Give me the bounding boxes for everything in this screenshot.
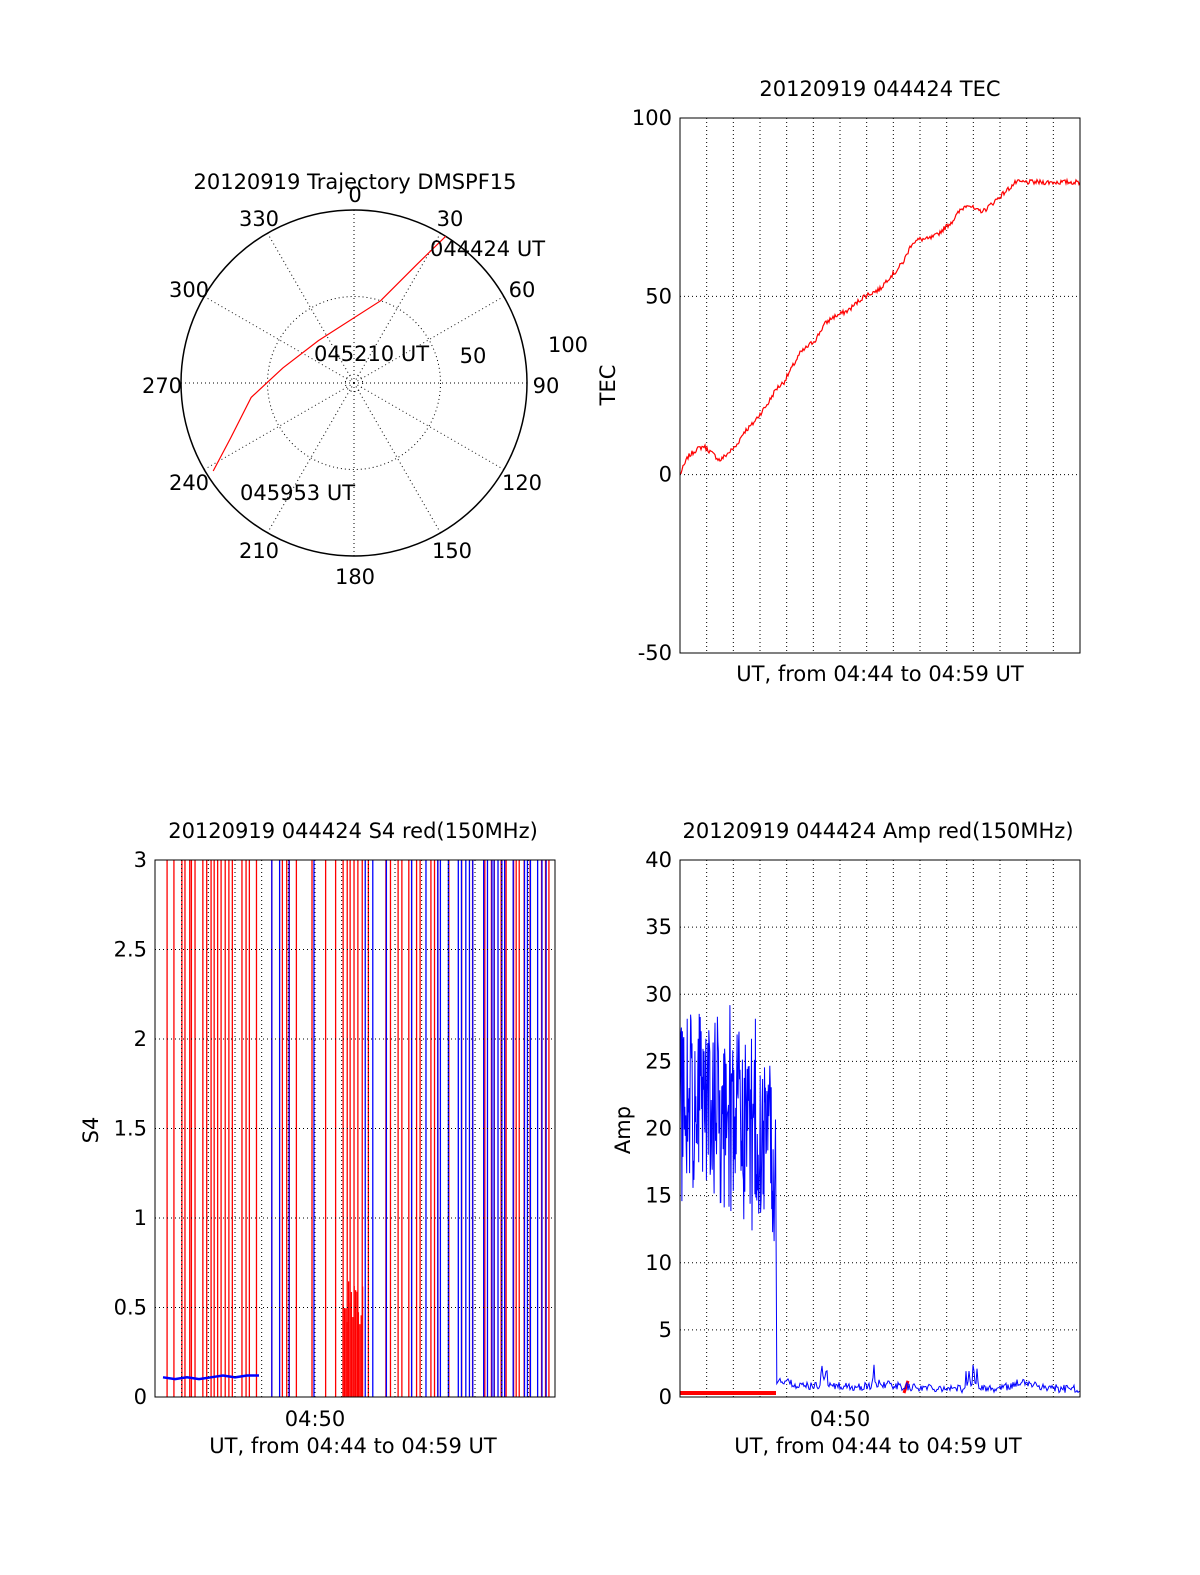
s4-ytick-label: 0.5 bbox=[114, 1296, 147, 1320]
polar-angle-label: 270 bbox=[142, 374, 182, 398]
amp-ytick-label: 35 bbox=[645, 915, 672, 939]
tec-title: 20120919 044424 TEC bbox=[759, 77, 1000, 101]
tec-xlabel: UT, from 04:44 to 04:59 UT bbox=[736, 662, 1024, 686]
amp-title: 20120919 044424 Amp red(150MHz) bbox=[682, 819, 1073, 843]
polar-angle-label: 0 bbox=[348, 183, 361, 207]
tec-ylabel: TEC bbox=[596, 365, 620, 407]
trajectory-time-label: 045210 UT bbox=[314, 342, 429, 366]
s4-blue-trace bbox=[162, 1374, 259, 1381]
amp-ytick-label: 15 bbox=[645, 1184, 672, 1208]
s4-panel: 20120919 044424 S4 red(150MHz) UT, from … bbox=[79, 819, 556, 1458]
s4-xtick-label: 04:50 bbox=[285, 1407, 346, 1431]
s4-ytick-label: 3 bbox=[134, 848, 147, 872]
amp-ytick-label: 20 bbox=[645, 1117, 672, 1141]
amp-plot-frame bbox=[679, 859, 1081, 1398]
amp-xtick-label: 04:50 bbox=[810, 1407, 871, 1431]
polar-title: 20120919 Trajectory DMSPF15 bbox=[193, 170, 516, 194]
amp-blue-line bbox=[679, 1005, 1081, 1395]
tec-series-line bbox=[679, 177, 1081, 475]
s4-ytick-label: 0 bbox=[134, 1385, 147, 1409]
polar-spoke bbox=[353, 296, 505, 384]
trajectory-time-label: 044424 UT bbox=[430, 237, 545, 261]
tec-panel: 20120919 044424 TEC UT, from 04:44 to 04… bbox=[596, 77, 1081, 686]
polar-angle-label: 210 bbox=[239, 539, 279, 563]
polar-angle-label: 180 bbox=[335, 565, 375, 589]
tec-ytick-label: 50 bbox=[645, 284, 672, 308]
polar-spoke bbox=[353, 232, 441, 384]
s4-xlabel: UT, from 04:44 to 04:59 UT bbox=[209, 1434, 497, 1458]
s4-ylabel: S4 bbox=[79, 1117, 103, 1144]
polar-ring-label: 100 bbox=[548, 333, 588, 357]
amp-panel: 20120919 044424 Amp red(150MHz) UT, from… bbox=[611, 819, 1081, 1458]
trajectory-line bbox=[212, 235, 447, 472]
polar-angle-label: 60 bbox=[509, 278, 536, 302]
tec-plot-frame bbox=[679, 117, 1081, 654]
trajectory-time-label: 045953 UT bbox=[240, 481, 355, 505]
polar-angle-label: 90 bbox=[533, 374, 560, 398]
s4-plot-frame bbox=[154, 859, 556, 1398]
tec-ytick-label: 100 bbox=[632, 106, 672, 130]
amp-ylabel: Amp bbox=[611, 1106, 635, 1154]
polar-angle-label: 120 bbox=[502, 471, 542, 495]
amp-ytick-label: 30 bbox=[645, 982, 672, 1006]
amp-ytick-label: 0 bbox=[659, 1385, 672, 1409]
s4-ytick-label: 1.5 bbox=[114, 1117, 147, 1141]
polar-spoke bbox=[353, 382, 505, 470]
amp-ytick-label: 10 bbox=[645, 1251, 672, 1275]
polar-spoke bbox=[267, 232, 355, 384]
s4-ytick-label: 2.5 bbox=[114, 938, 147, 962]
s4-ytick-label: 1 bbox=[134, 1206, 147, 1230]
amp-xlabel: UT, from 04:44 to 04:59 UT bbox=[734, 1434, 1022, 1458]
polar-spoke bbox=[353, 382, 441, 534]
amp-ytick-label: 5 bbox=[659, 1318, 672, 1342]
tec-ytick-label: 0 bbox=[659, 463, 672, 487]
polar-panel: 20120919 Trajectory DMSPF15 0 30 60 90 120 15… bbox=[142, 170, 588, 589]
polar-spoke bbox=[267, 382, 355, 534]
amp-ytick-label: 40 bbox=[645, 848, 672, 872]
tec-ytick-label: -50 bbox=[638, 641, 672, 665]
polar-spoke bbox=[203, 296, 355, 384]
polar-ring-50 bbox=[267, 296, 441, 470]
polar-ring-label: 50 bbox=[460, 344, 487, 368]
polar-angle-label: 150 bbox=[432, 539, 472, 563]
s4-ytick-label: 2 bbox=[134, 1027, 147, 1051]
s4-title: 20120919 044424 S4 red(150MHz) bbox=[168, 819, 538, 843]
polar-angle-label: 240 bbox=[169, 471, 209, 495]
polar-angle-label: 300 bbox=[169, 278, 209, 302]
polar-angle-label: 330 bbox=[239, 207, 279, 231]
polar-spoke bbox=[203, 382, 355, 470]
polar-angle-label: 30 bbox=[437, 207, 464, 231]
amp-ytick-label: 25 bbox=[645, 1049, 672, 1073]
